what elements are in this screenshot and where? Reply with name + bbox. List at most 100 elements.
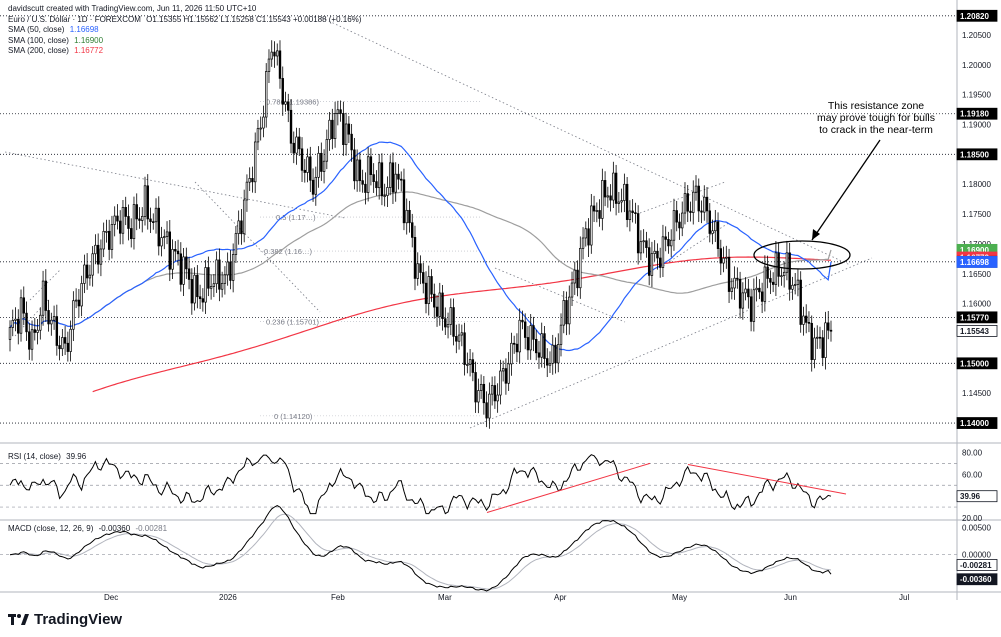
candle [595, 210, 599, 212]
tradingview-logo-icon [8, 614, 30, 625]
rsi-axis-tick: 80.00 [962, 448, 983, 457]
candle [281, 78, 284, 105]
candle [143, 185, 147, 217]
candle [769, 278, 772, 283]
candle [358, 159, 362, 182]
candle [273, 51, 276, 57]
candle [96, 244, 100, 265]
candle [692, 191, 695, 213]
candle [320, 152, 323, 172]
macd-value-badge-label: -0.00281 [960, 561, 992, 570]
candle [336, 109, 340, 114]
price-axis-tick: 1.17500 [962, 210, 991, 219]
annotation-line-3: to crack in the near-term [819, 124, 933, 136]
candle [256, 128, 260, 143]
rsi-line [9, 454, 832, 515]
trendline [639, 181, 726, 214]
macd-legend: MACD (close, 12, 26, 9) -0.00360 -0.0028… [8, 524, 167, 535]
sma50-line [9, 141, 832, 352]
price-badge-label: 1.20820 [960, 12, 989, 21]
candle [446, 324, 450, 328]
sma50-value: 1.16698 [69, 25, 99, 34]
time-axis-tick: Jul [899, 593, 909, 602]
candle [342, 113, 345, 145]
candle [287, 101, 290, 111]
price-badge-label: 1.15000 [960, 359, 989, 368]
price-badge-label: 1.15770 [960, 313, 989, 322]
price-axis-tick: 1.16000 [962, 300, 991, 309]
candle [430, 276, 433, 295]
candle [551, 344, 554, 364]
fib-level-label: 0.382 (1.16…) [264, 247, 312, 256]
macd-line [9, 505, 832, 592]
candle [72, 300, 75, 330]
candle [405, 209, 408, 224]
watermark-text: TradingView [34, 611, 123, 628]
candle [124, 207, 127, 217]
candle [344, 123, 348, 145]
candle [176, 250, 180, 255]
candle [716, 221, 720, 249]
candle [647, 247, 651, 276]
fib-level-label: 0.786 (1.19386) [266, 97, 319, 106]
price-axis-tick: 1.20500 [962, 31, 991, 40]
annotation-line-1: This resistance zone [827, 100, 925, 112]
price-badge-label: 1.15543 [960, 327, 989, 336]
price-axis-tick: 1.20000 [962, 61, 991, 70]
candle [791, 284, 794, 290]
candle [463, 332, 466, 365]
candle [466, 364, 469, 366]
candle [325, 139, 329, 162]
candle [209, 286, 213, 289]
macd-axis-tick: 0.00000 [962, 551, 991, 560]
candle [174, 248, 177, 252]
candle [631, 210, 634, 214]
candle [634, 212, 637, 215]
candle [424, 282, 428, 304]
candle [609, 195, 612, 201]
candle [146, 185, 149, 220]
price-axis-tick: 1.16500 [962, 270, 991, 279]
candle [780, 275, 783, 278]
candle [419, 263, 422, 273]
candle [670, 239, 673, 247]
candle [259, 127, 262, 130]
candle [69, 328, 72, 352]
candle [364, 183, 367, 193]
candle [30, 329, 34, 350]
candle [686, 193, 689, 212]
candle [41, 280, 45, 316]
candle [278, 50, 282, 79]
candle [661, 236, 665, 268]
candle [829, 329, 833, 332]
candle [328, 119, 331, 140]
candle [74, 299, 78, 302]
time-axis-tick: Feb [331, 593, 345, 602]
candle [416, 263, 419, 279]
candle [457, 334, 461, 342]
candle [152, 221, 155, 223]
candle [656, 250, 659, 259]
candle [240, 220, 243, 235]
candle [350, 133, 353, 151]
candle [653, 250, 656, 254]
price-badge-label: 1.19180 [960, 110, 989, 119]
candle [47, 310, 50, 325]
candle [14, 318, 17, 321]
candle [377, 162, 381, 189]
candle [714, 221, 717, 232]
candle [719, 248, 723, 264]
fib-level-label: 0 (1.14120) [274, 412, 313, 421]
candle [510, 342, 513, 365]
candle [796, 279, 800, 285]
candle [805, 315, 808, 323]
candle [628, 210, 632, 220]
candle [515, 343, 519, 353]
price-badge [956, 417, 998, 429]
sma100-label: SMA (100, close) [8, 35, 69, 45]
time-axis-tick: Mar [438, 593, 452, 602]
macd-axis-tick: 0.00500 [962, 524, 991, 533]
candle [441, 292, 444, 320]
candle [697, 185, 700, 212]
